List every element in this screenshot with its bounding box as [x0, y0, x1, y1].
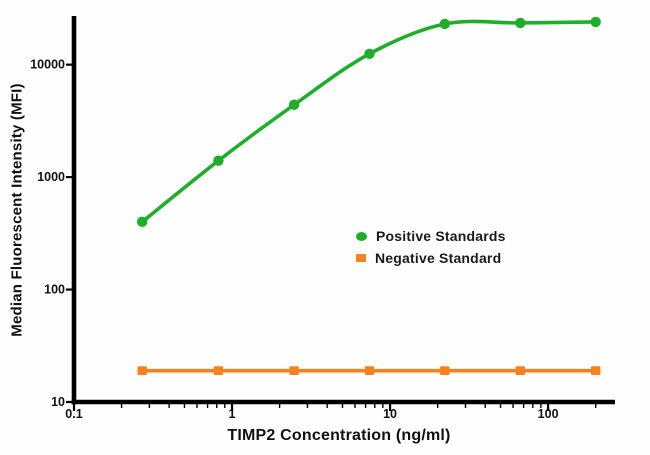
legend: Positive Standards Negative Standard: [356, 225, 506, 269]
negative-standard-point: [289, 366, 299, 376]
x-tick-label: 10: [383, 407, 397, 421]
y-tick-label: 10: [51, 395, 65, 409]
negative-standard-point: [515, 366, 526, 376]
positive-standards-point: [515, 17, 526, 29]
y-tick-label: 1000: [37, 170, 65, 184]
legend-label: Positive Standards: [376, 228, 506, 244]
positive-standards-point: [213, 155, 224, 166]
legend-item-negative-standard: Negative Standard: [356, 247, 506, 269]
positive-standards-point: [364, 48, 375, 59]
negative-standard-point: [213, 366, 224, 376]
y-tick-label: 10000: [30, 58, 65, 72]
negative-standard-point: [364, 366, 375, 376]
positive-standards-point: [590, 16, 601, 28]
x-tick-label: 0.1: [65, 407, 82, 421]
negative-standard-point: [137, 366, 147, 376]
legend-label: Negative Standard: [375, 250, 502, 266]
positive-standards-point: [136, 216, 148, 228]
positive-standards-point: [288, 99, 300, 110]
x-tick-label: 1: [229, 407, 236, 421]
positive-standards-point: [439, 18, 451, 30]
x-axis-title: TIMP2 Concentration (ng/ml): [227, 427, 451, 444]
negative-standard-point: [590, 366, 601, 376]
y-axis-title: Median Fluorescent Intensity (MFI): [8, 83, 26, 337]
circle-marker-icon: [356, 231, 367, 241]
negative-standard-point: [440, 366, 450, 376]
y-tick-label: 100: [44, 283, 65, 297]
square-marker-icon: [356, 254, 366, 262]
x-tick-label: 100: [538, 407, 559, 421]
legend-item-positive-standards: Positive Standards: [356, 225, 506, 247]
